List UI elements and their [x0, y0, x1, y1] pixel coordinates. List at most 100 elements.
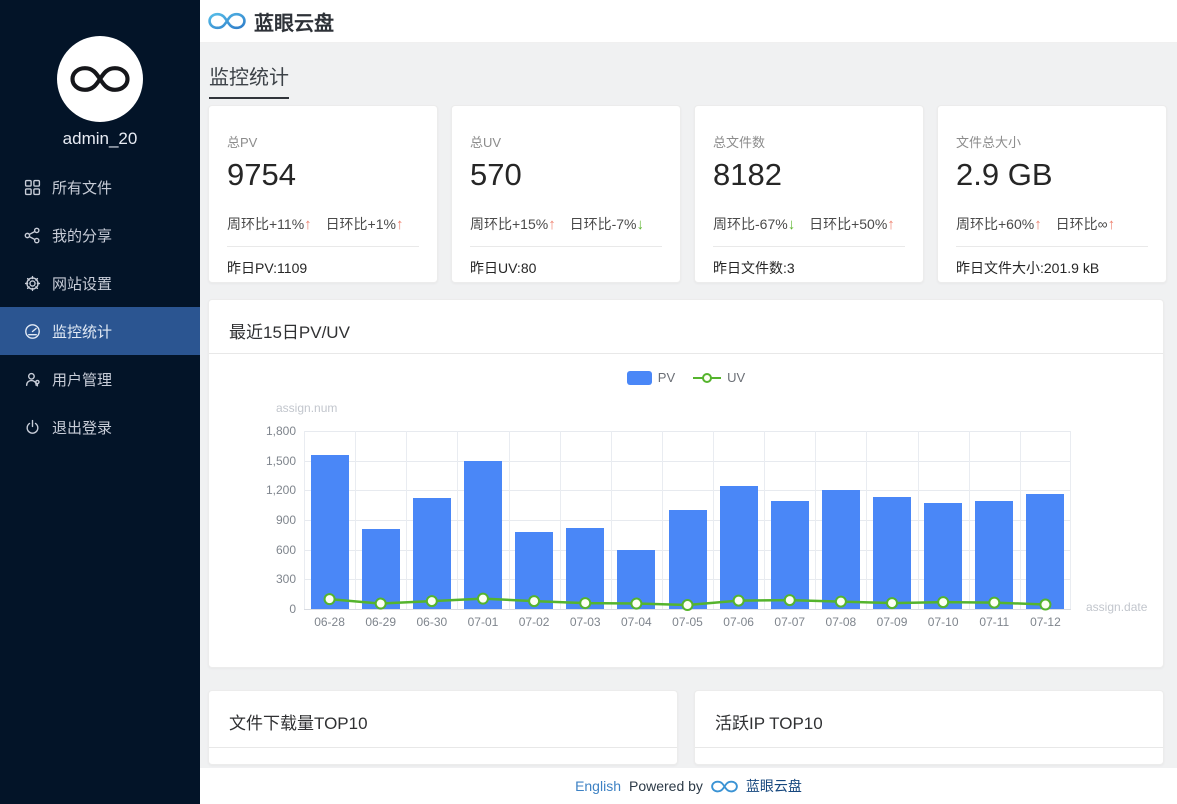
stat-value: 8182	[713, 157, 782, 192]
x-tick-label: 06-28	[314, 615, 345, 629]
brand-name[interactable]: 蓝眼云盘	[254, 12, 334, 35]
stat-card-file-count: 总文件数 8182 周环比-67%↓ 日环比+50%↑ 昨日文件数:3	[694, 105, 924, 283]
pv-bar	[821, 489, 860, 609]
trend-arrow-icon: ↑	[548, 216, 556, 233]
uv-point	[1039, 598, 1052, 611]
pv-swatch-icon	[626, 370, 652, 385]
trend-arrow-icon: ↑	[887, 216, 895, 233]
pv-bar	[361, 529, 400, 609]
users-icon	[24, 371, 41, 388]
x-tick-label: 07-09	[876, 615, 908, 629]
sidebar-item-monitor-stats[interactable]: 监控统计	[0, 307, 200, 355]
trend-arrow-icon: ↑	[304, 216, 312, 233]
stat-title: 总UV	[470, 135, 502, 150]
trend-arrow-icon: ↑	[395, 216, 404, 233]
uv-point	[937, 596, 950, 609]
pv-bar	[463, 460, 502, 609]
sidebar: admin_20 所有文件 我的分享 网站设置 监控统计	[0, 0, 200, 804]
chart-title: 最近15日PV/UV	[229, 323, 350, 342]
divider	[209, 353, 1163, 354]
sidebar-item-label: 所有文件	[52, 179, 113, 197]
stat-value: 9754	[227, 157, 296, 192]
x-tick-label: 07-10	[927, 615, 959, 629]
card-title: 活跃IP TOP10	[715, 714, 823, 733]
sidebar-item-label: 退出登录	[52, 419, 113, 437]
y-tick-label: 300	[275, 572, 296, 587]
sidebar-item-logout[interactable]: 退出登录	[0, 403, 200, 451]
gridline	[661, 431, 663, 609]
divider	[956, 246, 1148, 247]
y-tick-label: 600	[275, 542, 296, 557]
trend-arrow-icon: ↓	[787, 216, 796, 233]
stat-yesterday: 昨日PV:1109	[227, 260, 308, 276]
uv-point	[476, 592, 489, 605]
uv-point	[834, 595, 847, 608]
y-tick-label: 1,200	[265, 483, 296, 498]
gridline	[713, 431, 715, 609]
gridline	[355, 431, 357, 609]
sidebar-item-label: 监控统计	[52, 323, 113, 341]
sidebar-item-my-shares[interactable]: 我的分享	[0, 211, 200, 259]
pv-bar	[975, 501, 1014, 609]
stat-yesterday: 昨日文件数:3	[713, 260, 795, 276]
sidebar-item-user-management[interactable]: 用户管理	[0, 355, 200, 403]
gridline	[815, 431, 817, 609]
footer-brand-link[interactable]: 蓝眼云盘	[745, 778, 802, 794]
stat-title: 总PV	[227, 135, 258, 150]
main-content: 蓝眼云盘 监控统计 总PV 9754 周环比+11%↑ 日环比+1%↑ 昨日PV…	[200, 0, 1177, 804]
power-icon	[24, 419, 41, 436]
pv-bar	[412, 498, 451, 609]
uv-point	[681, 599, 694, 612]
x-tick-label: 07-08	[825, 615, 857, 629]
pv-bar	[668, 510, 707, 609]
gridline	[866, 431, 868, 609]
pv-bar	[1026, 494, 1065, 609]
page-footer: English Powered by 蓝眼云盘	[200, 768, 1177, 804]
stat-value: 2.9 GB	[956, 157, 1053, 192]
divider	[695, 747, 1163, 748]
gridline	[304, 431, 305, 609]
share-icon	[24, 227, 41, 244]
gridline	[764, 431, 766, 609]
x-tick-label: 07-03	[569, 615, 601, 629]
gridline	[917, 431, 919, 609]
pv-bar	[770, 501, 809, 609]
uv-point	[988, 596, 1001, 609]
pv-bar	[719, 486, 758, 609]
language-link[interactable]: English	[575, 778, 621, 794]
uv-line	[323, 592, 1052, 612]
gridline	[1019, 431, 1021, 609]
footer-infinity-icon	[711, 780, 738, 792]
legend-item-pv[interactable]: PV	[626, 370, 675, 385]
divider	[227, 246, 419, 247]
dashboard-icon	[24, 323, 41, 340]
divider	[209, 747, 677, 748]
stat-yesterday: 昨日UV:80	[470, 260, 537, 276]
x-tick-label: 07-06	[723, 615, 754, 629]
uv-point	[886, 597, 899, 610]
uv-point	[732, 594, 745, 607]
top10-active-ip-card: 活跃IP TOP10	[694, 690, 1164, 765]
divider	[470, 246, 662, 247]
legend-item-uv[interactable]: UV	[693, 370, 745, 385]
sidebar-menu: 所有文件 我的分享 网站设置 监控统计 用户管理	[0, 163, 200, 451]
gridline	[1070, 431, 1071, 609]
x-axis-name: assign.date	[1086, 600, 1148, 614]
y-tick-label: 0	[289, 602, 296, 616]
pv-bar	[310, 454, 349, 609]
chart-legend: PV UV	[209, 370, 1163, 385]
stat-card-uv: 总UV 570 周环比+15%↑ 日环比-7%↓ 昨日UV:80	[451, 105, 681, 283]
stat-trend: 周环比+60%↑ 日环比∞↑	[956, 216, 1116, 233]
x-tick-label: 06-29	[365, 615, 397, 629]
sidebar-item-all-files[interactable]: 所有文件	[0, 163, 200, 211]
powered-by-text: Powered by	[628, 778, 703, 794]
sidebar-item-site-settings[interactable]: 网站设置	[0, 259, 200, 307]
top-header: 蓝眼云盘	[200, 0, 1177, 43]
stat-title: 文件总大小	[956, 135, 1022, 150]
page-title: 监控统计	[209, 61, 289, 99]
avatar[interactable]	[57, 36, 143, 122]
uv-point	[528, 595, 541, 608]
grid-icon	[24, 179, 41, 196]
gridline	[610, 431, 612, 609]
x-tick-label: 07-11	[979, 615, 1010, 629]
